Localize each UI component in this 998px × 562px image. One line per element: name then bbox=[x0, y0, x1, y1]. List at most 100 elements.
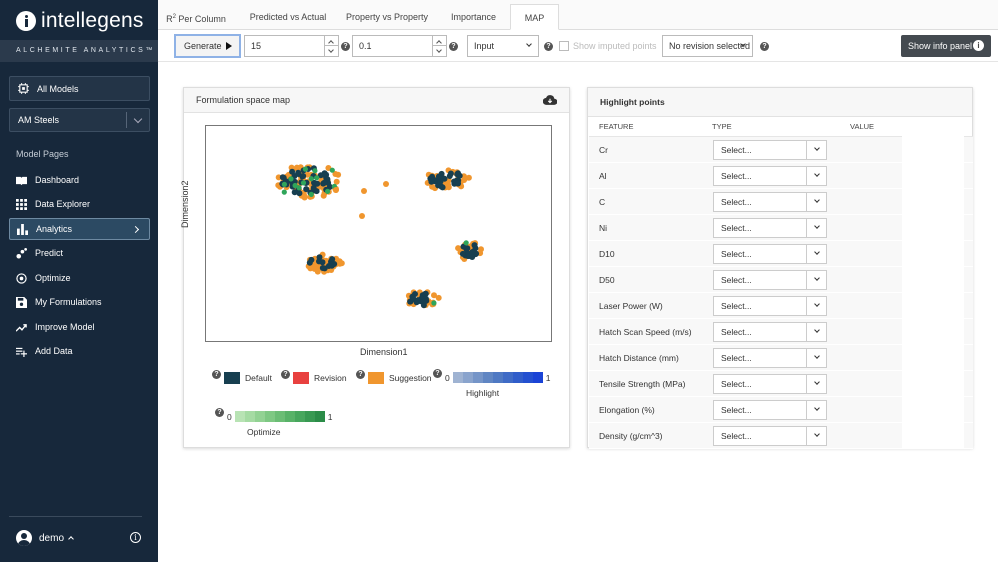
default-point[interactable] bbox=[316, 254, 323, 261]
optimize-point[interactable] bbox=[325, 188, 331, 194]
optimize-point[interactable] bbox=[312, 168, 318, 174]
all-models-button[interactable]: All Models bbox=[9, 76, 150, 101]
default-point[interactable] bbox=[296, 190, 303, 197]
mode-select[interactable]: Input bbox=[467, 35, 539, 57]
default-point[interactable] bbox=[300, 173, 307, 179]
sidebar-item-improve-model[interactable]: Improve Model bbox=[9, 316, 150, 338]
suggestion-point[interactable] bbox=[332, 171, 339, 177]
tab-property-vs-property[interactable]: Property vs Property bbox=[345, 12, 429, 22]
default-point[interactable] bbox=[303, 186, 310, 193]
default-point[interactable] bbox=[437, 178, 444, 185]
user-menu[interactable]: demo bbox=[16, 530, 74, 546]
sidebar-item-add-data[interactable]: Add Data bbox=[9, 340, 150, 362]
optimize-point[interactable] bbox=[300, 180, 307, 186]
help-icon[interactable]: ? bbox=[433, 369, 442, 378]
default-point[interactable] bbox=[421, 298, 428, 305]
default-point[interactable] bbox=[313, 188, 320, 195]
suggestion-point[interactable] bbox=[383, 181, 389, 187]
tab-map[interactable]: MAP bbox=[510, 4, 559, 30]
default-point[interactable] bbox=[320, 171, 327, 178]
show-info-panel-button[interactable]: Show info panel i bbox=[901, 35, 991, 57]
scatter-plot[interactable] bbox=[206, 126, 551, 341]
type-select[interactable]: Select... bbox=[713, 166, 827, 186]
suggestion-point[interactable] bbox=[445, 184, 452, 191]
type-select[interactable]: Select... bbox=[713, 218, 827, 238]
sidebar-item-optimize[interactable]: Optimize bbox=[9, 267, 150, 289]
help-icon[interactable]: ? bbox=[341, 42, 350, 51]
optimize-point[interactable] bbox=[292, 182, 298, 189]
tab-importance[interactable]: Importance bbox=[450, 12, 497, 22]
help-icon[interactable]: ? bbox=[544, 42, 553, 51]
suggestion-point[interactable] bbox=[435, 294, 442, 301]
default-point[interactable] bbox=[279, 174, 286, 181]
help-icon[interactable]: ? bbox=[281, 369, 290, 379]
type-select[interactable]: Select... bbox=[713, 192, 827, 212]
default-point[interactable] bbox=[459, 250, 466, 257]
default-point[interactable] bbox=[319, 265, 326, 271]
optimize-point[interactable] bbox=[308, 191, 314, 197]
neighbors-input[interactable]: 15 bbox=[244, 35, 339, 57]
suggestion-point[interactable] bbox=[465, 174, 472, 181]
optimize-point[interactable] bbox=[302, 166, 308, 172]
sidebar-item-my-formulations[interactable]: My Formulations bbox=[9, 291, 150, 313]
suggestion-point[interactable] bbox=[301, 194, 308, 201]
optimize-point[interactable] bbox=[329, 167, 335, 173]
sidebar-item-analytics[interactable]: Analytics bbox=[9, 218, 150, 240]
info-icon[interactable]: i bbox=[130, 532, 141, 543]
default-point[interactable] bbox=[435, 173, 442, 180]
default-point[interactable] bbox=[469, 249, 476, 255]
tab-predicted-vs-actual[interactable]: Predicted vs Actual bbox=[249, 12, 327, 22]
suggestion-point[interactable] bbox=[359, 213, 365, 219]
optimize-point[interactable] bbox=[463, 240, 469, 246]
legend-revision[interactable]: ? Revision bbox=[281, 369, 347, 384]
default-point[interactable] bbox=[314, 180, 321, 187]
type-select[interactable]: Select... bbox=[713, 296, 827, 316]
stepper-icon[interactable] bbox=[324, 36, 338, 56]
help-icon[interactable]: ? bbox=[215, 408, 224, 417]
legend-suggestion[interactable]: ? Suggestion bbox=[356, 369, 432, 384]
suggestion-point[interactable] bbox=[431, 292, 437, 299]
sidebar-item-data-explorer[interactable]: Data Explorer bbox=[9, 193, 150, 215]
suggestion-point[interactable] bbox=[461, 177, 468, 183]
type-select[interactable]: Select... bbox=[713, 348, 827, 368]
legend-optimize[interactable]: ? 0 1 bbox=[215, 408, 332, 422]
default-point[interactable] bbox=[456, 172, 463, 179]
optimize-point[interactable] bbox=[281, 189, 287, 195]
type-select[interactable]: Select... bbox=[713, 374, 827, 394]
default-point[interactable] bbox=[329, 256, 336, 263]
suggestion-point[interactable] bbox=[314, 268, 321, 275]
tab-r2-per-column[interactable]: R2 Per Column bbox=[165, 4, 227, 30]
model-select[interactable]: AM Steels bbox=[9, 108, 150, 132]
default-point[interactable] bbox=[455, 180, 462, 187]
default-point[interactable] bbox=[308, 256, 315, 263]
default-point[interactable] bbox=[410, 295, 417, 302]
min-dist-input[interactable]: 0.1 bbox=[352, 35, 447, 57]
default-point[interactable] bbox=[428, 178, 435, 185]
optimize-point[interactable] bbox=[281, 181, 287, 187]
optimize-point[interactable] bbox=[308, 176, 314, 182]
default-point[interactable] bbox=[447, 170, 454, 177]
brand-logo[interactable]: intellegens bbox=[16, 9, 144, 32]
type-select[interactable]: Select... bbox=[713, 244, 827, 264]
revision-select[interactable]: No revision selected bbox=[662, 35, 753, 57]
help-icon[interactable]: ? bbox=[449, 42, 458, 51]
default-point[interactable] bbox=[325, 263, 332, 269]
suggestion-point[interactable] bbox=[361, 188, 367, 194]
suggestion-point[interactable] bbox=[338, 260, 345, 267]
cloud-download-icon[interactable] bbox=[543, 95, 557, 105]
optimize-point[interactable] bbox=[296, 185, 302, 191]
suggestion-point[interactable] bbox=[333, 187, 339, 193]
type-select[interactable]: Select... bbox=[713, 140, 827, 160]
default-point[interactable] bbox=[469, 254, 476, 260]
optimize-point[interactable] bbox=[431, 300, 437, 306]
default-point[interactable] bbox=[321, 179, 328, 186]
default-point[interactable] bbox=[291, 189, 298, 196]
suggestion-point[interactable] bbox=[333, 178, 340, 185]
help-icon[interactable]: ? bbox=[212, 369, 221, 379]
legend-highlight[interactable]: ? 0 1 bbox=[433, 369, 550, 383]
stepper-icon[interactable] bbox=[432, 36, 446, 56]
default-point[interactable] bbox=[415, 297, 421, 304]
legend-default[interactable]: ? Default bbox=[212, 369, 272, 384]
optimize-point[interactable] bbox=[314, 175, 320, 181]
optimize-point[interactable] bbox=[288, 176, 294, 182]
